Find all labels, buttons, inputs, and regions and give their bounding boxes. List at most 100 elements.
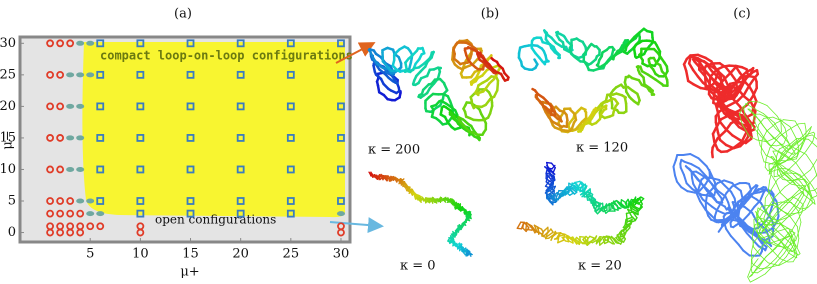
polymer-segment (790, 232, 796, 238)
polymer-segment (737, 243, 745, 252)
polymer-segment (778, 256, 787, 266)
polymer-segment (672, 165, 677, 177)
polymer-segment (790, 146, 796, 154)
polymer-segment (794, 136, 806, 144)
marker (66, 228, 75, 237)
polymer-segment (800, 137, 807, 150)
panel-label: (b) (481, 7, 499, 22)
polymer-segment (616, 231, 622, 236)
polymer-segment (717, 224, 725, 233)
polymer-segment (750, 242, 754, 253)
y-tick-label: 5 (8, 194, 16, 209)
marker (46, 102, 54, 111)
polymer-segment (762, 234, 773, 239)
polymer-segment (739, 189, 744, 200)
polymer-segment (764, 223, 774, 233)
polymer-segment (631, 202, 637, 209)
polymer-segment (617, 239, 625, 243)
polymer-segment (747, 267, 752, 278)
polymer-segment (691, 172, 699, 181)
polymer-segment (787, 144, 797, 150)
polymer-segment (697, 167, 708, 178)
marker (286, 209, 295, 218)
polymer-segment (695, 184, 701, 195)
polymer-segment (381, 60, 390, 69)
polymer-segment (490, 56, 495, 62)
polymer-segment (460, 206, 463, 212)
polymer-segment (782, 165, 794, 175)
polymer-segment (531, 225, 537, 233)
polymer-segment (724, 94, 734, 100)
polymer-segment (783, 230, 791, 239)
polymer-segment (778, 129, 790, 137)
polymer-segment (774, 186, 786, 198)
polymer-segment (811, 185, 817, 195)
polymer-segment (625, 216, 634, 221)
polymer-segment (800, 185, 806, 189)
marker (96, 39, 105, 48)
polymer-segment (788, 140, 802, 151)
polymer-segment (750, 258, 759, 269)
polymer-segment (777, 227, 789, 232)
polymer-segment (761, 130, 768, 141)
polymer-segment (769, 135, 780, 148)
polymer-segment (544, 105, 553, 114)
polymer-segment (754, 221, 762, 226)
polymer-segment (780, 234, 792, 245)
polymer-segment (796, 238, 800, 248)
marker (236, 70, 245, 79)
polymer-segment (545, 175, 549, 183)
marker (86, 72, 95, 78)
marker (56, 228, 65, 237)
polymer-segment (780, 192, 793, 204)
polymer-segment (728, 84, 740, 91)
polymer-segment (811, 195, 817, 199)
polymer-segment (703, 75, 707, 89)
polymer-segment (551, 185, 557, 193)
polymer-segment (692, 182, 699, 192)
polymer-segment (708, 75, 712, 88)
polymer-segment (722, 218, 728, 227)
polymer-segment (568, 188, 576, 195)
polymer-segment (777, 172, 788, 180)
polymer-segment (545, 172, 554, 176)
polymer-segment (785, 248, 793, 253)
polymer-segment (699, 200, 707, 211)
polymer-segment (776, 115, 786, 129)
polymer-segment (636, 200, 643, 208)
polymer-segment (768, 231, 782, 243)
polymer-segment (711, 182, 719, 190)
polymer-segment (695, 192, 702, 203)
polymer-segment (704, 207, 710, 217)
polymer-segment (757, 265, 769, 274)
polymer-segment (772, 116, 782, 122)
polymer-segment (766, 196, 776, 209)
polymer-segment (542, 226, 549, 232)
polymer-segment (730, 64, 738, 74)
marker (76, 228, 85, 237)
polymer-segment (603, 202, 610, 211)
polymer-segment (631, 216, 637, 222)
polymer-segment (766, 105, 778, 117)
polymer-segment (764, 188, 772, 199)
polymer-segment (389, 175, 392, 183)
polymer-segment (743, 194, 752, 200)
polymer-segment (759, 267, 768, 270)
polymer-segment (743, 103, 747, 110)
marker (56, 39, 65, 48)
polymer-segment (729, 211, 739, 217)
polymer-segment (599, 239, 607, 246)
polymer-segment (739, 223, 748, 235)
polymer-segment (755, 273, 766, 280)
polymer-segment (760, 224, 769, 234)
polymer-segment (682, 153, 692, 157)
polymer-segment (773, 201, 784, 209)
polymer-segment (705, 165, 712, 173)
polymer-segment (714, 118, 723, 130)
marker (186, 70, 195, 79)
polymer-segment (775, 246, 785, 259)
polymer-segment (741, 123, 750, 137)
arrow (329, 217, 384, 234)
polymer-segment (767, 180, 771, 192)
polymer-segment (585, 195, 592, 198)
